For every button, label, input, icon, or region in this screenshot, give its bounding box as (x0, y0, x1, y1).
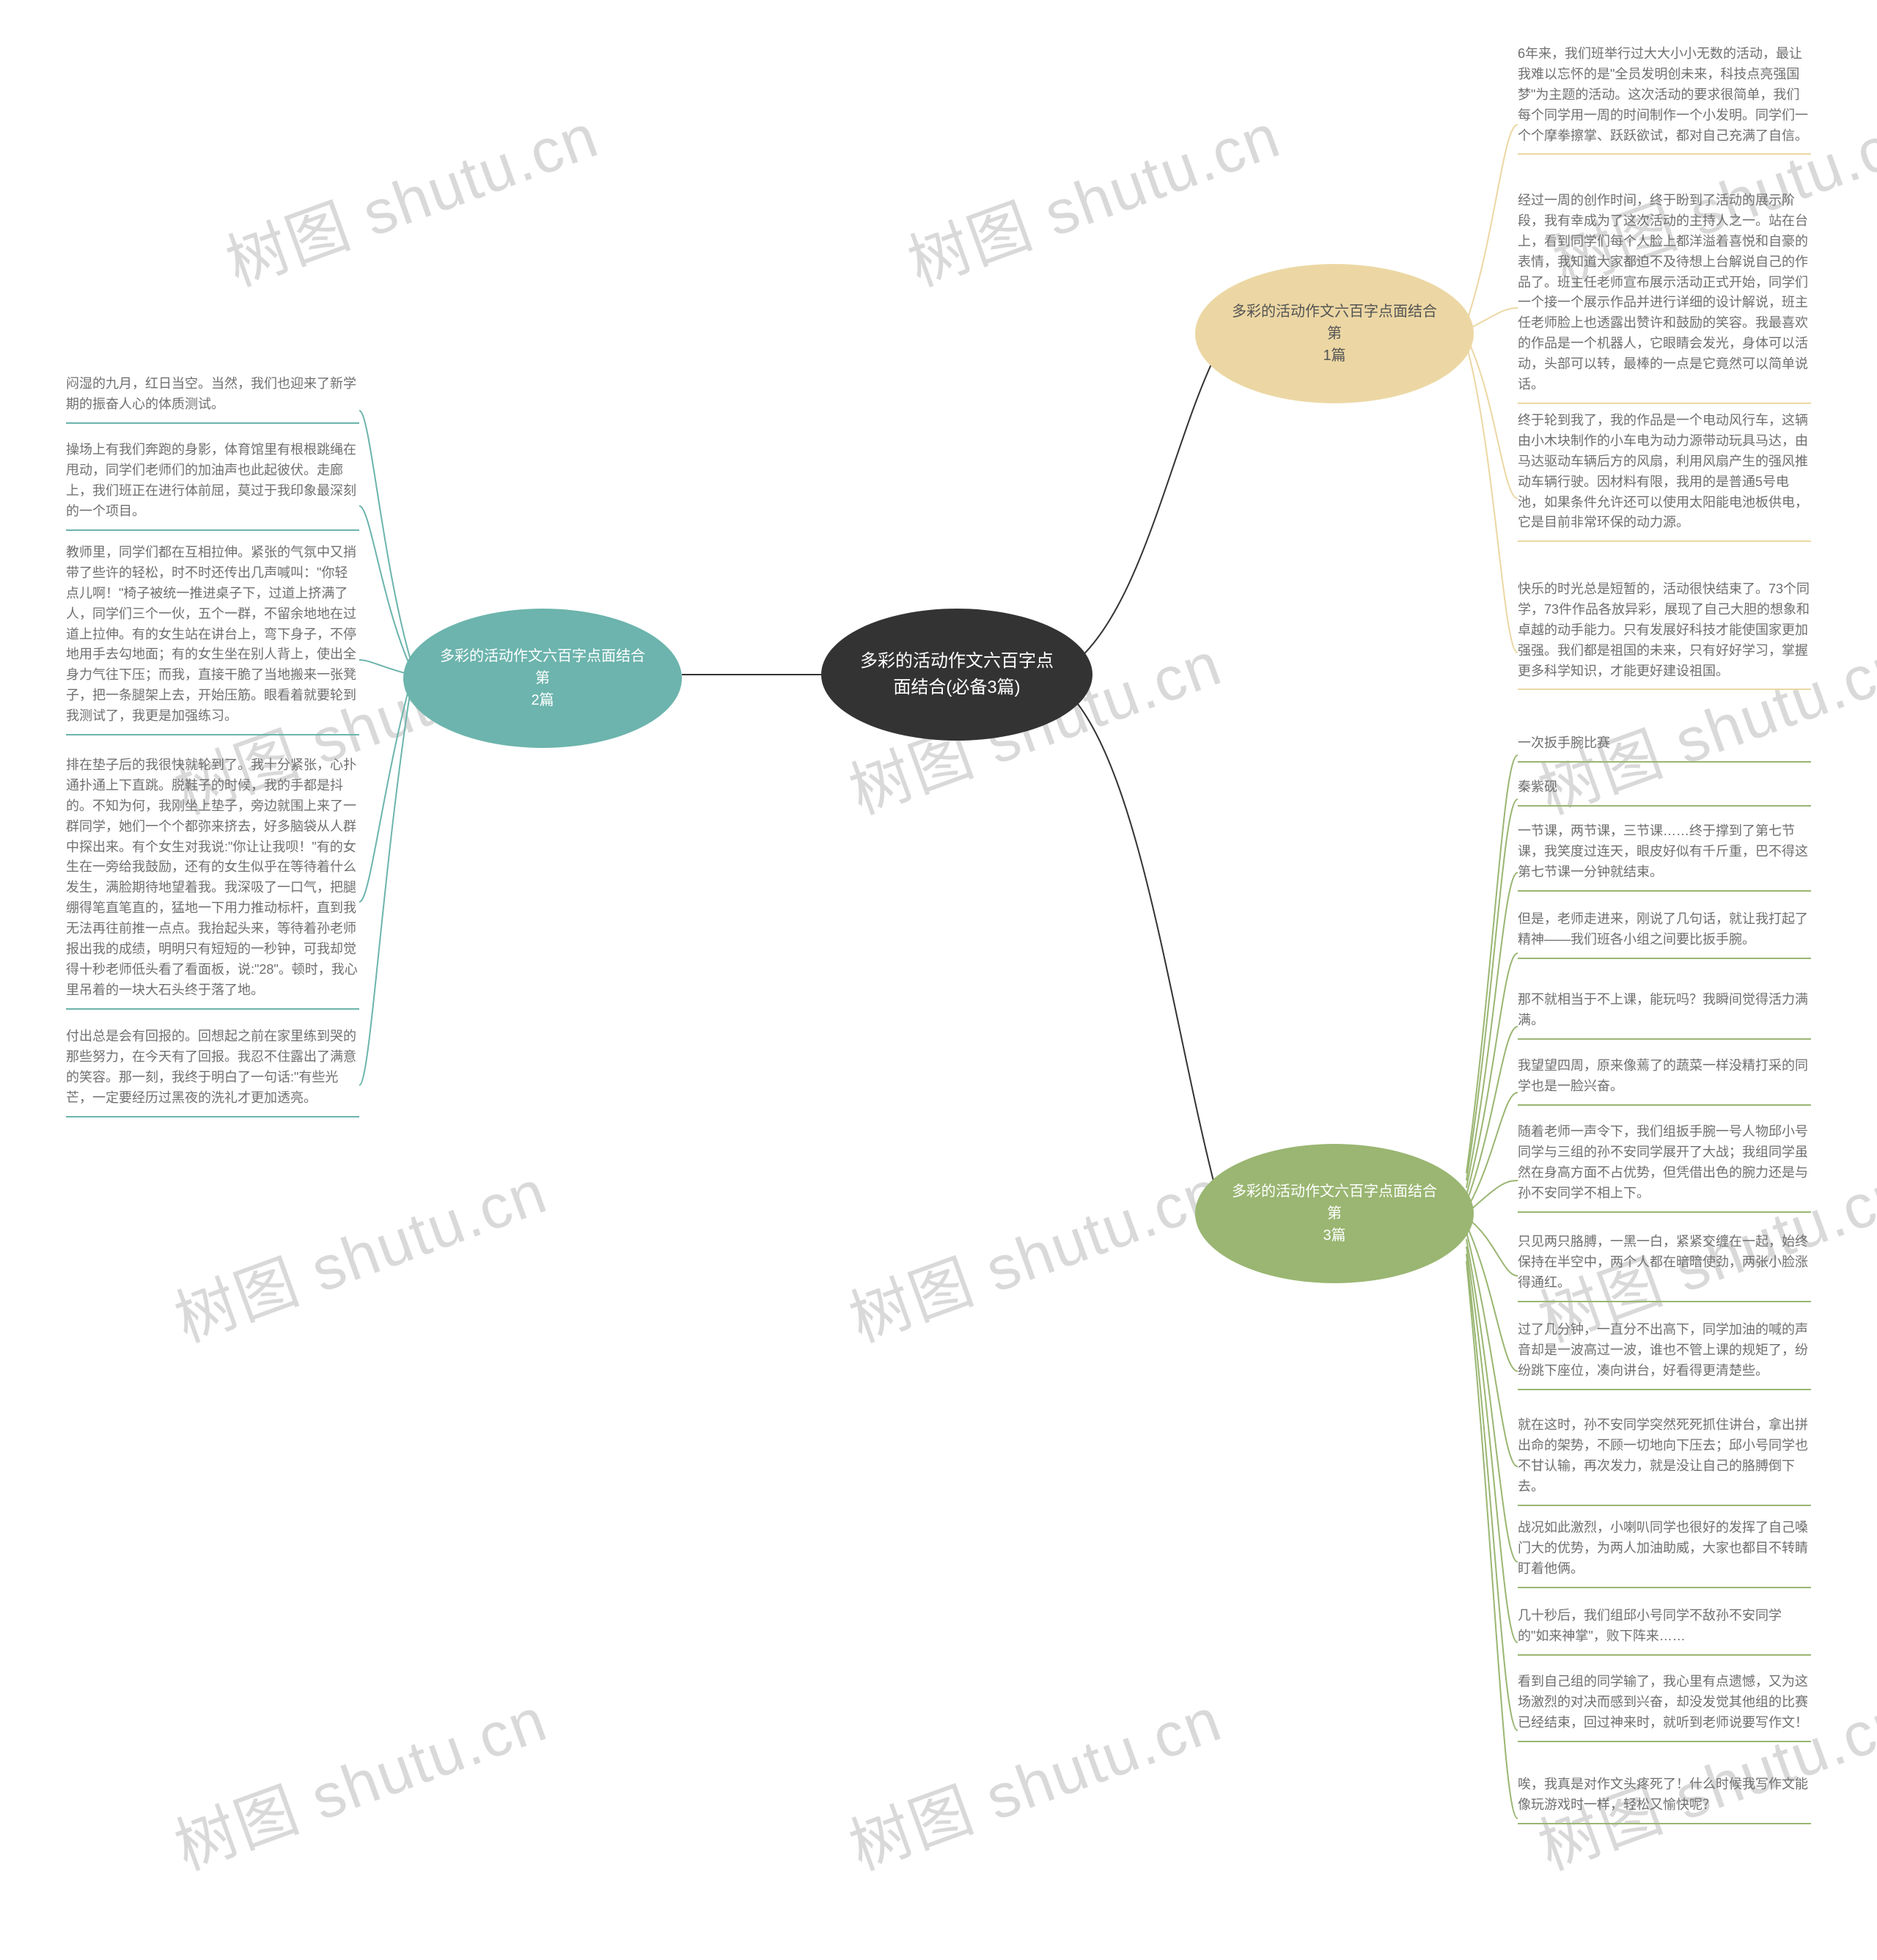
branch-node-3[interactable]: 多彩的活动作文六百字点面结合 第 3篇 (1195, 1144, 1474, 1283)
leaf-node[interactable]: 闷湿的九月，红日当空。当然，我们也迎来了新学期的振奋人心的体质测试。 (66, 374, 359, 424)
leaf-node[interactable]: 战况如此激烈，小喇叭同学也很好的发挥了自己嗓门大的优势，为两人加油助威，大家也都… (1518, 1518, 1811, 1588)
watermark-text: 树图 shutu.cn (836, 1670, 1232, 1887)
watermark-text: 树图 shutu.cn (836, 1142, 1232, 1359)
leaf-node[interactable]: 随着老师一声令下，我们组扳手腕一号人物邱小号同学与三组的孙不安同学展开了大战；我… (1518, 1122, 1811, 1213)
leaf-node[interactable]: 那不就相当于不上课，能玩吗？我瞬间觉得活力满满。 (1518, 990, 1811, 1040)
leaf-node[interactable]: 付出总是会有回报的。回想起之前在家里练到哭的那些努力，在今天有了回报。我忍不住露… (66, 1027, 359, 1117)
watermark-text: 树图 shutu.cn (213, 87, 609, 303)
watermark-text: 树图 shutu.cn (895, 87, 1290, 303)
leaf-node[interactable]: 我望望四周，原来像蔫了的蔬菜一样没精打采的同学也是一脸兴奋。 (1518, 1056, 1811, 1106)
leaf-node[interactable]: 过了几分钟，一直分不出高下，同学加油的喊的声音却是一波高过一波，谁也不管上课的规… (1518, 1320, 1811, 1390)
leaf-node[interactable]: 秦紫砚 (1518, 777, 1811, 807)
leaf-node[interactable]: 就在这时，孙不安同学突然死死抓住讲台，拿出拼出命的架势，不顾一切地向下压去；邱小… (1518, 1415, 1811, 1506)
leaf-node[interactable]: 教师里，同学们都在互相拉伸。紧张的气氛中又捎带了些许的轻松，时不时还传出几声喊叫… (66, 543, 359, 735)
branch-node-1[interactable]: 多彩的活动作文六百字点面结合 第 1篇 (1195, 264, 1474, 403)
leaf-node[interactable]: 6年来，我们班举行过大大小小无数的活动，最让我难以忘怀的是"全员发明创未来，科技… (1518, 44, 1811, 155)
leaf-node[interactable]: 唉，我真是对作文头疼死了！什么时候我写作文能像玩游戏时一样，轻松又愉快呢？ (1518, 1774, 1811, 1824)
leaf-node[interactable]: 一节课，两节课，三节课……终于撑到了第七节课，我笑度过连天，眼皮好似有千斤重，巴… (1518, 821, 1811, 892)
watermark-text: 树图 shutu.cn (161, 1670, 557, 1887)
root-node[interactable]: 多彩的活动作文六百字点 面结合(必备3篇) (821, 609, 1092, 741)
mindmap-canvas: 树图 shutu.cn 树图 shutu.cn 树图 shutu.cn 树图 shut… (0, 0, 1877, 1960)
leaf-node[interactable]: 一次扳手腕比赛 (1518, 733, 1811, 763)
leaf-node[interactable]: 经过一周的创作时间，终于盼到了活动的展示阶段，我有幸成为了这次活动的主持人之一。… (1518, 191, 1811, 404)
leaf-node[interactable]: 快乐的时光总是短暂的，活动很快结束了。73个同学，73件作品各放异彩，展现了自己… (1518, 579, 1811, 690)
watermark-text: 树图 shutu.cn (161, 1142, 557, 1359)
leaf-node[interactable]: 终于轮到我了，我的作品是一个电动风行车，这辆由小木块制作的小车电为动力源带动玩具… (1518, 411, 1811, 542)
leaf-node[interactable]: 但是，老师走进来，刚说了几句话，就让我打起了精神——我们班各小组之间要比扳手腕。 (1518, 909, 1811, 959)
leaf-node[interactable]: 看到自己组的同学输了，我心里有点遗憾，又为这场激烈的对决而感到兴奋，却没发觉其他… (1518, 1672, 1811, 1742)
leaf-node[interactable]: 只见两只胳膊，一黑一白，紧紧交缠在一起，始终保持在半空中，两个人都在暗暗使劲，两… (1518, 1232, 1811, 1302)
leaf-node[interactable]: 操场上有我们奔跑的身影，体育馆里有根根跳绳在甩动，同学们老师们的加油声也此起彼伏… (66, 440, 359, 531)
branch-node-2[interactable]: 多彩的活动作文六百字点面结合 第 2篇 (403, 609, 682, 748)
leaf-node[interactable]: 排在垫子后的我很快就轮到了。我十分紧张，心扑通扑通上下直跳。脱鞋子的时候，我的手… (66, 755, 359, 1010)
leaf-node[interactable]: 几十秒后，我们组邱小号同学不敌孙不安同学的"如来神掌"，败下阵来…… (1518, 1606, 1811, 1656)
